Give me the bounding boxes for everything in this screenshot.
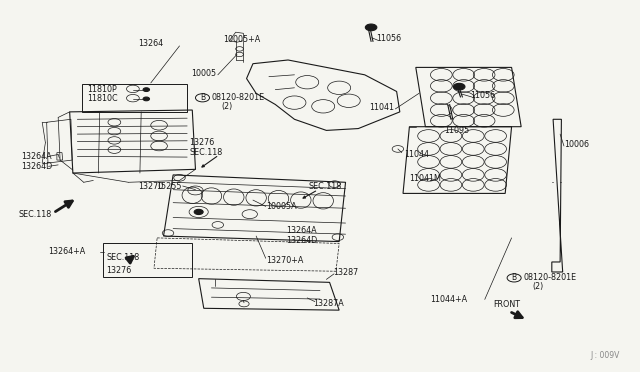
Text: 13264D: 13264D [286,236,317,246]
Text: SEC.118: SEC.118 [308,182,342,190]
Circle shape [454,83,465,90]
Circle shape [365,24,377,31]
Text: 15255: 15255 [156,182,181,190]
Text: 10005+A: 10005+A [223,35,260,44]
Text: (2): (2) [221,102,232,111]
Text: 11810C: 11810C [88,94,118,103]
Text: 13264A: 13264A [21,152,52,161]
Text: B: B [511,273,516,282]
Text: 13264A: 13264A [286,226,317,235]
Text: SEC.118: SEC.118 [189,148,222,157]
Text: 10006: 10006 [564,140,589,149]
Circle shape [143,88,150,92]
Text: 13287: 13287 [333,268,358,277]
Text: 13276: 13276 [189,138,214,147]
Text: B: B [200,93,205,102]
Text: 11056: 11056 [470,91,495,100]
Text: 13264D: 13264D [21,162,52,171]
Text: 10005A: 10005A [266,202,296,211]
Circle shape [143,97,150,101]
Text: 11056: 11056 [376,34,401,43]
Text: (2): (2) [532,282,544,291]
Text: 13287A: 13287A [314,299,344,308]
Text: 08120-8201E: 08120-8201E [211,93,264,102]
Text: 13264: 13264 [138,39,163,48]
Text: 13264+A: 13264+A [48,247,85,256]
Text: SEC.118: SEC.118 [106,253,140,262]
Text: 11041M: 11041M [410,174,442,183]
Text: 11044+A: 11044+A [430,295,467,304]
Text: 13270+A: 13270+A [266,256,303,264]
Text: J : 009V: J : 009V [591,351,620,360]
Text: 13270: 13270 [138,182,163,190]
Text: 08120-8201E: 08120-8201E [523,273,576,282]
Text: 11095: 11095 [445,126,470,135]
Text: FRONT: FRONT [493,300,521,309]
Bar [83,84,186,112]
Text: SEC.118: SEC.118 [19,210,52,219]
Bar [103,243,192,277]
Text: 11810P: 11810P [88,85,117,94]
Circle shape [194,209,203,215]
Text: 11041: 11041 [369,103,394,112]
Text: 11044: 11044 [404,150,429,159]
Text: 13276: 13276 [106,266,131,275]
Text: 10005: 10005 [191,69,216,78]
